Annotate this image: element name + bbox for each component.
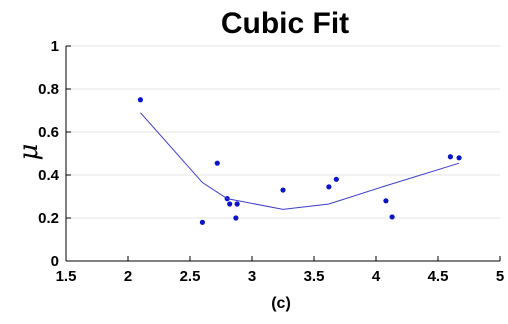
axes — [65, 45, 501, 262]
data-point — [234, 201, 240, 207]
data-point — [233, 215, 239, 221]
data-point — [389, 214, 395, 220]
x-tick-label: 3 — [248, 268, 256, 285]
grid-lines — [66, 45, 500, 219]
x-tick-label: 2 — [124, 268, 132, 285]
x-tick-label: 4 — [372, 268, 381, 285]
data-point — [137, 97, 143, 103]
data-point — [383, 198, 389, 204]
x-tick-label: 4.5 — [428, 268, 449, 285]
x-tick-label: 1.5 — [56, 268, 77, 285]
y-tick-label: 0.2 — [38, 210, 59, 227]
y-tick-label: 0.8 — [38, 81, 59, 98]
data-point — [280, 187, 286, 193]
chart-title: Cubic Fit — [221, 7, 349, 40]
tick-labels: 1.5 2 2.5 3 3.5 4 4.5 5 0 0.2 0.4 0.6 0.8 1 — [38, 38, 504, 285]
y-tick-label: 0 — [51, 253, 59, 270]
y-tick-label: 0.4 — [38, 167, 60, 184]
plot-series — [137, 97, 462, 225]
data-point — [227, 201, 233, 207]
data-point — [456, 155, 462, 161]
data-point — [326, 184, 332, 190]
fit-line — [140, 112, 460, 210]
data-point — [447, 154, 453, 160]
y-axis-label: μ — [14, 144, 44, 161]
data-point — [333, 176, 339, 182]
x-tick-label: 2.5 — [180, 268, 201, 285]
x-axis-label: (c) — [271, 295, 291, 312]
x-tick-label: 5 — [496, 268, 504, 285]
data-point — [214, 160, 220, 166]
data-point — [199, 219, 205, 225]
y-tick-label: 0.6 — [38, 124, 59, 141]
x-tick-label: 3.5 — [304, 268, 325, 285]
y-tick-label: 1 — [51, 38, 59, 55]
